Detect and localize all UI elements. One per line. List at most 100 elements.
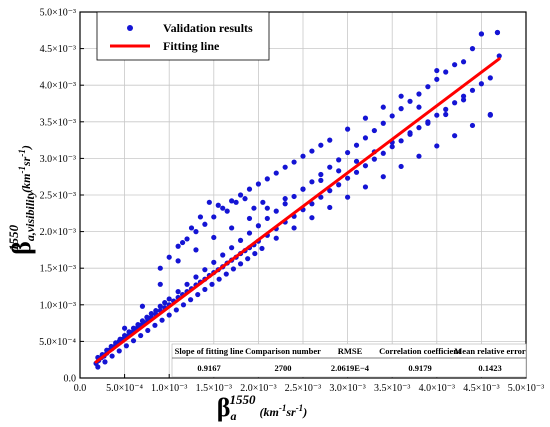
data-point xyxy=(245,256,251,262)
x-axis-title-unit-end: ) xyxy=(302,405,307,419)
stats-value-mre: 0.1423 xyxy=(478,363,501,373)
x-tick-label: 2.0×10⁻³ xyxy=(240,383,276,394)
data-point xyxy=(109,353,115,359)
data-point xyxy=(255,181,261,187)
data-point xyxy=(224,208,230,214)
data-point xyxy=(135,321,141,328)
data-point xyxy=(166,254,172,260)
data-point xyxy=(216,276,222,282)
x-tick-label: 3.5×10⁻³ xyxy=(374,383,410,394)
data-point xyxy=(416,91,422,97)
data-point xyxy=(175,289,181,295)
y-axis-title-sup: 1550 xyxy=(6,224,21,251)
data-point xyxy=(452,62,458,68)
data-point xyxy=(496,53,502,59)
data-point xyxy=(102,359,108,365)
data-point xyxy=(215,202,221,208)
data-point xyxy=(443,69,449,75)
x-axis-title-unit-sup2: -1 xyxy=(296,403,304,413)
data-point xyxy=(197,214,204,220)
data-point xyxy=(407,98,413,104)
data-point xyxy=(416,125,422,131)
data-point xyxy=(180,302,187,308)
data-point xyxy=(144,314,150,320)
y-tick-label: 4.0×10⁻³ xyxy=(40,81,76,92)
data-point xyxy=(416,104,422,110)
data-point xyxy=(148,310,154,317)
data-point xyxy=(229,225,235,231)
stats-header-rmse: RMSE xyxy=(338,346,363,356)
data-point xyxy=(362,115,369,121)
stats-value-count: 2700 xyxy=(275,363,292,373)
data-point xyxy=(188,225,195,231)
data-point xyxy=(327,204,333,211)
stats-value-slope: 0.9167 xyxy=(197,363,221,373)
data-point xyxy=(398,138,404,144)
stats-header-count: Comparison number xyxy=(245,346,321,356)
x-tick-label: 3.0×10⁻³ xyxy=(329,383,365,394)
data-point xyxy=(188,297,194,303)
data-point xyxy=(282,196,288,202)
data-point xyxy=(130,338,137,344)
data-point xyxy=(318,142,324,148)
data-point xyxy=(336,182,342,188)
x-axis-ticks: 0.0 5.0×10⁻⁴ 1.0×10⁻³ 1.5×10⁻³ 2.0×10⁻³ 2.5×1… xyxy=(74,374,544,394)
data-point xyxy=(434,76,440,82)
stats-table: Slope of fitting line Comparison number … xyxy=(171,343,527,378)
data-point xyxy=(175,258,181,264)
data-point xyxy=(487,112,493,118)
data-point xyxy=(353,142,360,148)
data-point xyxy=(478,31,484,37)
data-point xyxy=(193,274,199,280)
data-point xyxy=(443,111,449,118)
data-point xyxy=(202,286,208,293)
data-point xyxy=(237,261,244,267)
data-point xyxy=(162,300,168,306)
data-point xyxy=(95,364,101,370)
data-point xyxy=(318,171,324,178)
data-point xyxy=(252,250,258,257)
data-point xyxy=(300,153,306,159)
data-point xyxy=(345,149,351,156)
x-axis-title-unit-mid: sr xyxy=(285,405,296,419)
data-point xyxy=(460,59,467,65)
data-point xyxy=(206,199,212,205)
data-point xyxy=(460,93,467,99)
data-point xyxy=(469,122,476,129)
data-point xyxy=(209,281,215,287)
x-axis-title-sup: 1550 xyxy=(230,392,257,407)
data-point xyxy=(202,267,208,273)
stats-header-mre: Mean relative error xyxy=(454,346,526,356)
data-point xyxy=(220,252,226,258)
data-point xyxy=(434,143,440,149)
data-point xyxy=(469,46,476,52)
stats-value-correlation: 0.9179 xyxy=(408,363,431,373)
data-point xyxy=(130,325,137,331)
data-point xyxy=(362,135,369,141)
data-point xyxy=(273,170,279,176)
data-point xyxy=(371,127,377,134)
y-tick-label: 5.0×10⁻³ xyxy=(40,8,76,19)
data-point xyxy=(233,199,239,205)
data-point xyxy=(416,153,422,159)
data-point xyxy=(251,205,257,211)
data-point xyxy=(469,87,476,93)
data-point xyxy=(153,308,159,314)
x-tick-label: 4.0×10⁻³ xyxy=(419,383,455,394)
data-point xyxy=(398,106,404,112)
stats-header-slope: Slope of fitting line xyxy=(175,346,244,356)
legend-label-fitting: Fitting line xyxy=(163,39,220,53)
data-point xyxy=(255,223,261,229)
x-axis-title-sub: a xyxy=(231,409,237,423)
y-tick-label: 5.0×10⁻⁴ xyxy=(39,337,76,348)
data-point xyxy=(260,199,266,205)
data-point xyxy=(425,84,431,90)
y-axis-title-unit-mid: sr xyxy=(19,156,33,167)
data-point xyxy=(195,291,201,298)
y-tick-label: 2.0×10⁻³ xyxy=(40,227,76,238)
data-point xyxy=(246,215,253,222)
data-point xyxy=(273,235,279,241)
data-point xyxy=(179,239,186,246)
data-point xyxy=(117,336,123,342)
